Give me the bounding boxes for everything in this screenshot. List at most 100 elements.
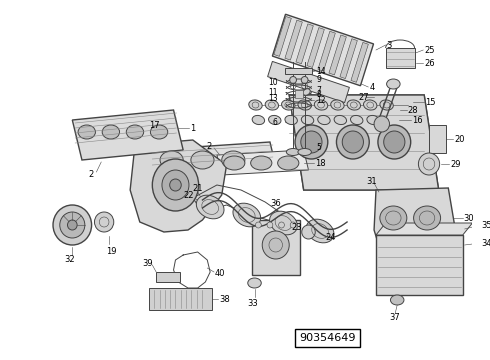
Text: 33: 33 [247, 298, 258, 307]
Ellipse shape [367, 116, 379, 125]
Polygon shape [374, 188, 458, 252]
Bar [351, 42, 368, 82]
Ellipse shape [162, 170, 189, 200]
Bar [329, 35, 346, 75]
Ellipse shape [191, 151, 214, 169]
Ellipse shape [298, 100, 311, 110]
Text: 30: 30 [464, 213, 474, 222]
Ellipse shape [418, 153, 440, 175]
Bar [340, 39, 357, 78]
Text: 20: 20 [454, 135, 465, 144]
Bar [318, 31, 335, 71]
Text: 32: 32 [65, 256, 75, 265]
Ellipse shape [303, 89, 310, 95]
Ellipse shape [286, 149, 300, 156]
Text: 26: 26 [424, 59, 435, 68]
Bar [307, 28, 324, 67]
Ellipse shape [233, 203, 261, 227]
Bar [295, 90, 303, 98]
Text: 27: 27 [359, 93, 369, 102]
Ellipse shape [387, 79, 400, 89]
Text: 17: 17 [149, 121, 160, 130]
Text: 1: 1 [190, 123, 195, 132]
Ellipse shape [150, 125, 168, 139]
Ellipse shape [334, 116, 346, 125]
Text: 40: 40 [215, 269, 225, 278]
Text: 9: 9 [316, 75, 321, 84]
Bar [252, 220, 300, 275]
Ellipse shape [347, 100, 361, 110]
Polygon shape [289, 95, 439, 190]
Text: 2: 2 [206, 141, 212, 150]
Ellipse shape [290, 77, 296, 84]
Ellipse shape [290, 222, 296, 228]
Ellipse shape [265, 100, 279, 110]
Ellipse shape [315, 100, 328, 110]
Bar [272, 14, 373, 86]
Text: 10: 10 [268, 77, 278, 86]
Ellipse shape [374, 116, 390, 132]
Text: 4: 4 [369, 82, 374, 91]
Ellipse shape [306, 219, 334, 243]
Bar [429, 125, 446, 153]
Ellipse shape [269, 116, 281, 125]
Ellipse shape [262, 231, 289, 259]
Text: 3: 3 [387, 41, 392, 50]
Ellipse shape [302, 225, 315, 239]
Ellipse shape [102, 125, 120, 139]
Ellipse shape [267, 222, 273, 228]
Text: 15: 15 [425, 98, 436, 107]
Ellipse shape [270, 211, 297, 235]
Ellipse shape [285, 116, 297, 125]
Text: 36: 36 [270, 198, 281, 207]
Bar [268, 62, 349, 103]
Ellipse shape [364, 100, 377, 110]
Bar [156, 272, 180, 282]
Ellipse shape [279, 222, 284, 228]
Ellipse shape [342, 131, 364, 153]
Ellipse shape [222, 151, 245, 169]
Ellipse shape [126, 125, 144, 139]
Polygon shape [217, 150, 309, 175]
Ellipse shape [170, 179, 181, 191]
Ellipse shape [301, 77, 308, 84]
Polygon shape [289, 95, 439, 190]
Ellipse shape [68, 220, 77, 230]
Ellipse shape [223, 156, 245, 170]
Ellipse shape [255, 222, 261, 228]
Ellipse shape [380, 100, 393, 110]
Ellipse shape [249, 100, 262, 110]
Ellipse shape [251, 156, 272, 170]
Ellipse shape [301, 131, 322, 153]
Ellipse shape [301, 116, 314, 125]
Text: 6: 6 [273, 117, 278, 126]
Ellipse shape [60, 212, 85, 238]
Ellipse shape [331, 100, 344, 110]
Text: 7: 7 [316, 86, 321, 95]
Ellipse shape [391, 295, 404, 305]
Text: 38: 38 [219, 294, 230, 303]
Bar [285, 68, 312, 74]
Ellipse shape [278, 156, 299, 170]
Text: 25: 25 [424, 45, 435, 54]
Text: 5: 5 [316, 143, 321, 152]
Ellipse shape [295, 125, 328, 159]
Ellipse shape [252, 116, 265, 125]
Text: 21: 21 [193, 184, 203, 193]
Bar [285, 20, 302, 60]
Text: 19: 19 [106, 248, 117, 256]
Text: 39: 39 [143, 258, 153, 267]
Bar [296, 24, 313, 64]
Polygon shape [376, 235, 463, 295]
Ellipse shape [337, 125, 369, 159]
Ellipse shape [298, 149, 312, 156]
Ellipse shape [95, 212, 114, 232]
Ellipse shape [160, 151, 183, 169]
Text: 8: 8 [316, 90, 321, 99]
Text: 14: 14 [316, 67, 326, 76]
Text: 11: 11 [268, 87, 278, 96]
Text: 37: 37 [390, 312, 400, 321]
Text: 18: 18 [315, 158, 326, 167]
Ellipse shape [78, 125, 96, 139]
Bar [274, 17, 292, 57]
